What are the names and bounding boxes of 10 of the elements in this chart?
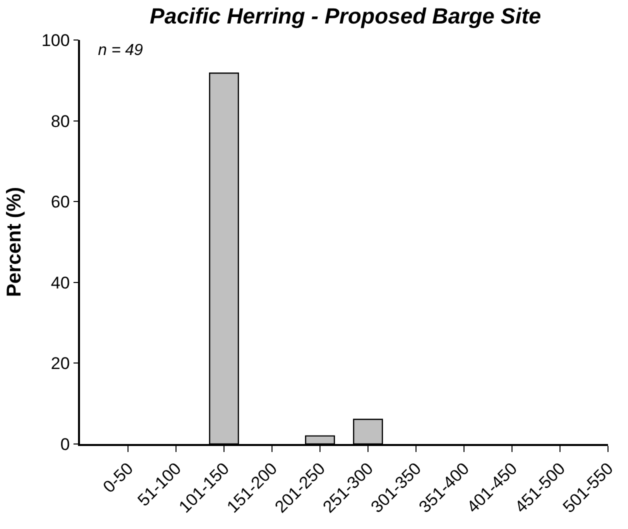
y-tick-label: 0 [60, 434, 70, 454]
y-tick-label: 40 [50, 273, 70, 292]
x-tick-label: 0-50 [99, 459, 137, 497]
y-tick-label: 20 [50, 354, 70, 374]
y-tick-label: 60 [50, 192, 70, 212]
annotation: n = 49 [98, 42, 144, 59]
chart-title: Pacific Herring - Proposed Barge Site [150, 3, 542, 28]
y-tick-label: 80 [50, 112, 70, 131]
y-axis-title: Percent (%) [3, 186, 26, 298]
y-tick-label: 100 [41, 30, 70, 50]
